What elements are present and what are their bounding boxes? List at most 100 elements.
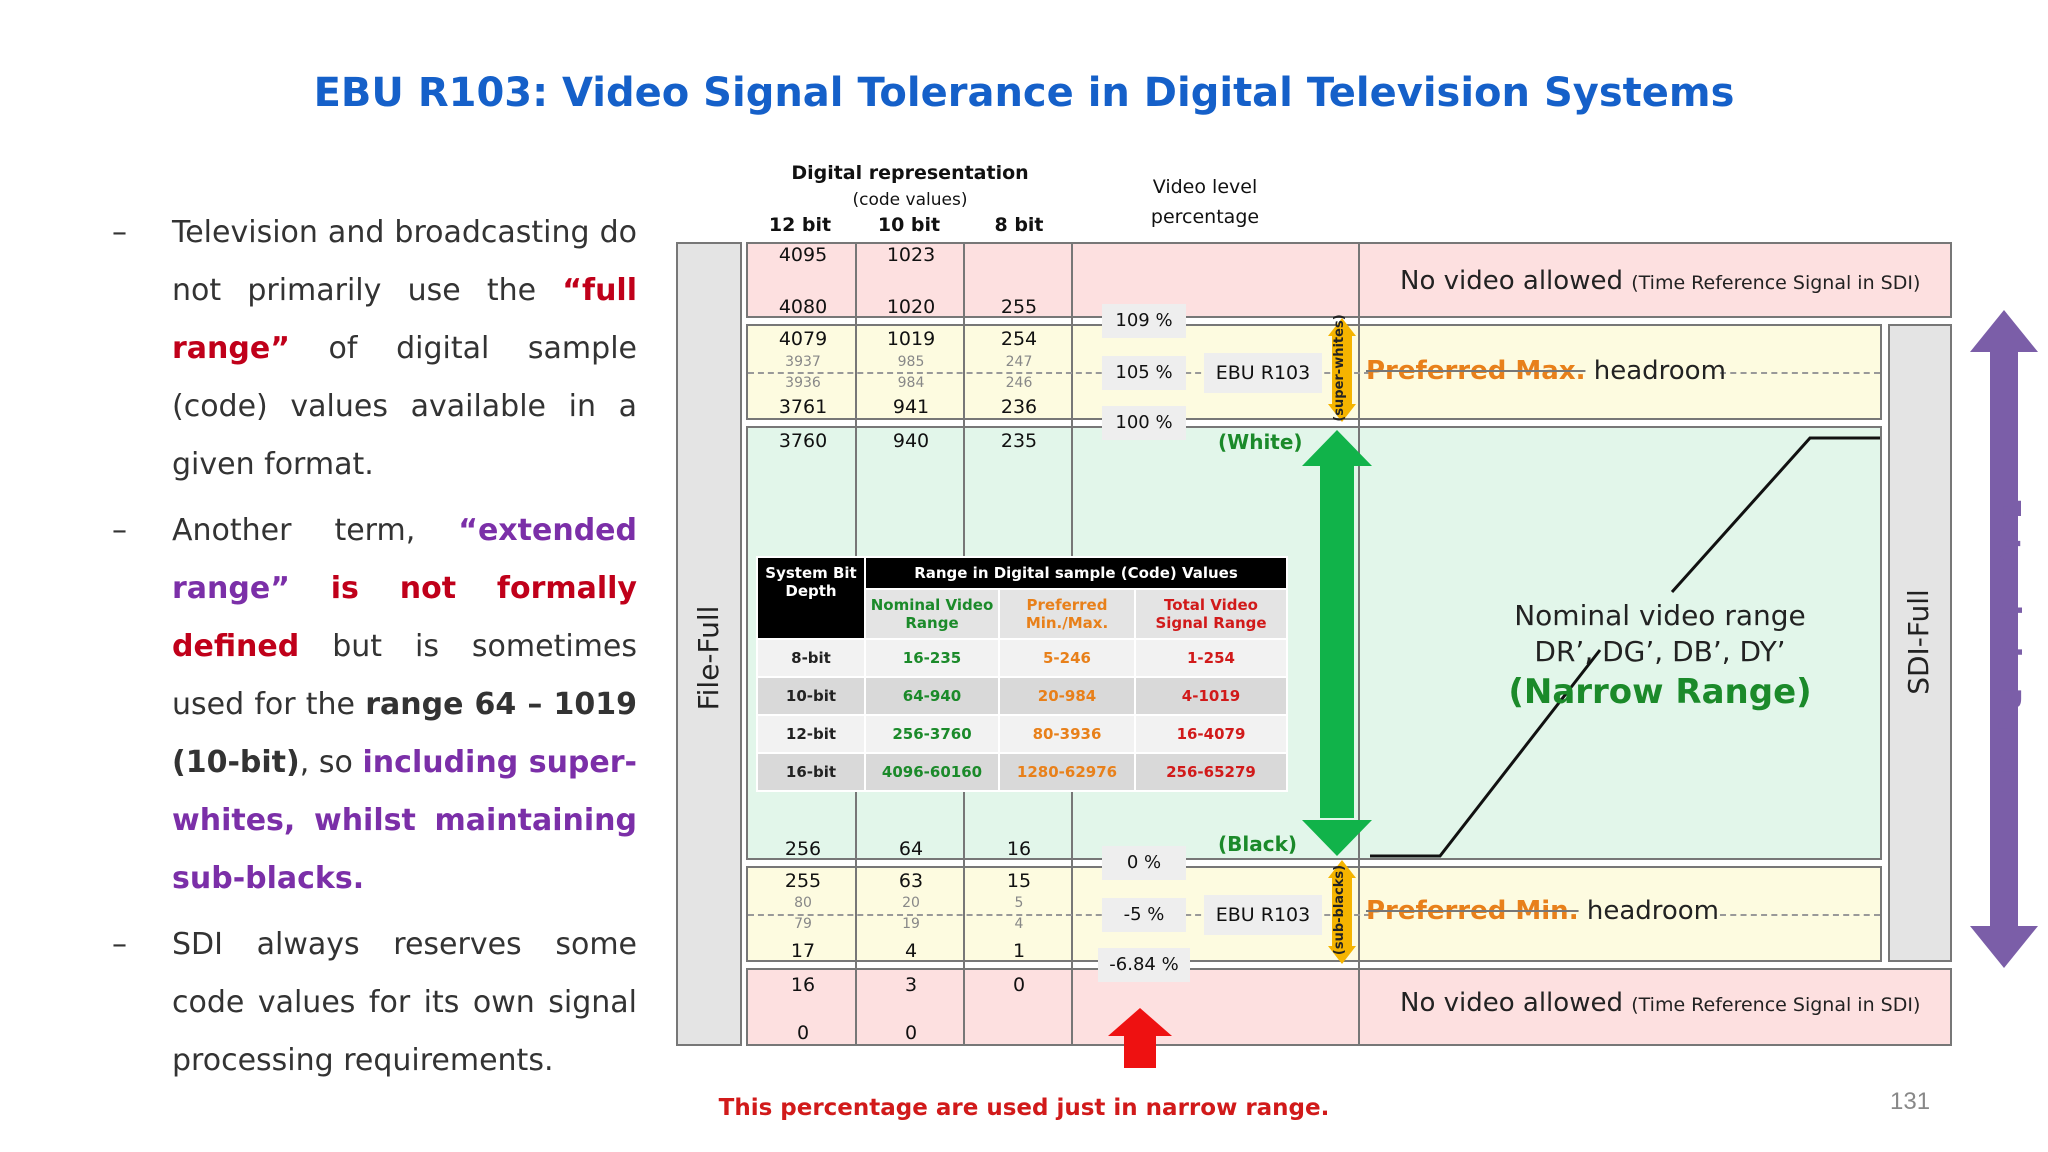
- bullet-2-range: range 64 – 1019 (10-bit): [172, 687, 637, 780]
- no-video-top-main: No video allowed: [1400, 266, 1623, 296]
- rt-nominal: 16-235: [864, 638, 1000, 678]
- header-10bit: 10 bit: [877, 214, 941, 236]
- dash-min: [748, 914, 1370, 916]
- rt-header-preferred: Preferred Min./Max.: [998, 588, 1136, 640]
- val-3760: 3760: [778, 430, 828, 452]
- rt-nominal: 256-3760: [864, 714, 1000, 754]
- preferred-min-orange: Preferred Min.: [1366, 896, 1579, 926]
- val-3761: 3761: [778, 396, 828, 418]
- rt-preferred: 20-984: [998, 676, 1136, 716]
- pct-105: 105 %: [1102, 356, 1186, 390]
- val-256: 256: [784, 838, 822, 860]
- table-row: 16-bit 4096-60160 1280-62976 256-65279: [756, 752, 1288, 792]
- val-1019: 1019: [886, 328, 936, 350]
- table-row: 8-bit 16-235 5-246 1-254: [756, 638, 1288, 678]
- nominal-range-line2: DR’, DG’, DB’, DY’: [1534, 635, 1786, 668]
- rt-header-range: Range in Digital sample (Code) Values: [864, 556, 1288, 590]
- bullet-2-mid2: , so: [299, 745, 363, 780]
- val-4079: 4079: [778, 328, 828, 350]
- pct-100: 100 %: [1102, 406, 1186, 440]
- sub-blacks-label: (sub-blacks): [1332, 864, 1347, 956]
- rt-total: 16-4079: [1134, 714, 1288, 754]
- bullet-list: – Television and broadcasting do not pri…: [112, 204, 637, 1098]
- val-236: 236: [1000, 396, 1038, 418]
- no-video-top: No video allowed (Time Reference Signal …: [1400, 266, 1920, 296]
- val-64: 64: [898, 838, 924, 860]
- rt-depth: 12-bit: [756, 714, 866, 754]
- rt-nominal: 64-940: [864, 676, 1000, 716]
- bullet-1: – Television and broadcasting do not pri…: [112, 215, 637, 482]
- pct-0: 0 %: [1102, 846, 1186, 880]
- bullet-2-mid: but is sometimes used for the: [172, 629, 637, 722]
- val-4-b: 4: [904, 940, 918, 962]
- bullet-2-not-defined: is not formally defined: [172, 571, 637, 664]
- val-3937: 3937: [785, 354, 821, 370]
- val-246: 246: [1005, 375, 1033, 391]
- bullet-1-post: of digital sample (code) values availabl…: [172, 331, 637, 482]
- val-79: 79: [794, 916, 812, 932]
- super-whites-arrow: [1328, 318, 1356, 422]
- no-video-bottom-main: No video allowed: [1400, 988, 1623, 1018]
- rt-preferred: 80-3936: [998, 714, 1136, 754]
- header-8bit: 8 bit: [994, 214, 1044, 236]
- val-254: 254: [1000, 328, 1038, 350]
- bullet-2-pre: Another term,: [172, 513, 459, 548]
- rt-preferred: 5-246: [998, 638, 1136, 678]
- dash-max-right: [1720, 372, 1880, 374]
- no-video-top-sub: (Time Reference Signal in SDI): [1631, 272, 1921, 294]
- table-row: 12-bit 256-3760 80-3936 16-4079: [756, 714, 1288, 754]
- val-984: 984: [897, 375, 925, 391]
- page-number: 131: [1890, 1088, 1931, 1115]
- header-12bit: 12 bit: [768, 214, 832, 236]
- val-3: 3: [904, 974, 918, 996]
- val-255: 255: [784, 870, 822, 892]
- header-digital-rep: Digital representation: [791, 162, 1029, 184]
- val-0-8bit: 0: [1012, 974, 1026, 996]
- header-code-values: (code values): [852, 190, 968, 210]
- rt-depth: 8-bit: [756, 638, 866, 678]
- nominal-arrow: [1302, 430, 1372, 856]
- sub-blacks-arrow: [1328, 860, 1356, 964]
- val-1: 1: [1012, 940, 1026, 962]
- val-17: 17: [790, 940, 816, 962]
- val-235: 235: [1000, 430, 1038, 452]
- super-whites-label: (super-whites): [1332, 314, 1347, 422]
- val-247: 247: [1005, 354, 1033, 370]
- header-video-level: Video level: [1152, 176, 1258, 198]
- red-up-arrow: [1108, 1008, 1172, 1068]
- black-label: (Black): [1218, 832, 1298, 856]
- val-0-10bit: 0: [904, 1022, 918, 1044]
- val-19: 19: [902, 916, 920, 932]
- pct-minus684: -6.84 %: [1098, 948, 1190, 982]
- band-bottom-no-video: [746, 968, 1952, 1046]
- rt-depth: 16-bit: [756, 752, 866, 792]
- rt-nominal: 4096-60160: [864, 752, 1000, 792]
- page-title: EBU R103: Video Signal Tolerance in Digi…: [313, 70, 1735, 116]
- preferred-max-rest: headroom: [1585, 356, 1726, 386]
- pct-minus5: -5 %: [1102, 898, 1186, 932]
- val-940: 940: [892, 430, 930, 452]
- bullet-1-highlight: “full range”: [172, 273, 637, 366]
- bullet-2: – Another term, “extended range” is not …: [112, 513, 637, 896]
- extended-range-label: Extended Range: [1991, 498, 2026, 795]
- val-0-12bit: 0: [796, 1022, 810, 1044]
- ebu-label-max: EBU R103: [1204, 353, 1322, 393]
- rt-header-nominal: Nominal Video Range: [864, 588, 1000, 640]
- dash-min-right: [1720, 914, 1880, 916]
- val-20: 20: [902, 895, 920, 911]
- val-16-black: 16: [1006, 838, 1032, 860]
- rt-total: 4-1019: [1134, 676, 1288, 716]
- rt-preferred: 1280-62976: [998, 752, 1136, 792]
- rt-header-total: Total Video Signal Range: [1134, 588, 1288, 640]
- val-15: 15: [1006, 870, 1032, 892]
- dash-max: [748, 372, 1370, 374]
- val-4: 4: [1014, 916, 1024, 932]
- ebu-label-min: EBU R103: [1204, 895, 1322, 935]
- transfer-curve: [1370, 436, 1880, 858]
- preferred-max-label: Preferred Max. headroom: [1366, 356, 1726, 386]
- val-5: 5: [1014, 895, 1024, 911]
- table-row: 10-bit 64-940 20-984 4-1019: [756, 676, 1288, 716]
- val-16: 16: [790, 974, 816, 996]
- bullet-1-pre: Television and broadcasting do not prima…: [172, 215, 637, 308]
